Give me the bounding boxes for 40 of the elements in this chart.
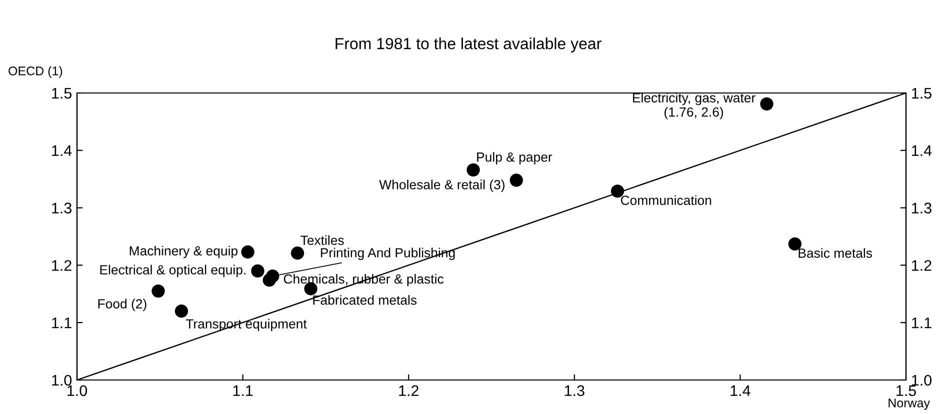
x-tick-label: 1.0	[68, 385, 88, 396]
point	[290, 246, 304, 260]
y2-tick-label: 1.0	[912, 374, 932, 386]
y-tick-label: 1.5	[52, 88, 72, 99]
x-axis-title: Norway	[888, 398, 930, 410]
annotation: Wholesale & retail (3)	[379, 180, 504, 192]
point	[174, 304, 188, 318]
annotation: Electricity, gas, water (1.76, 2.6)	[633, 92, 756, 120]
point	[262, 274, 276, 287]
annotation: Basic metals	[798, 248, 872, 258]
point	[760, 97, 774, 110]
y2-tick-label: 1.3	[912, 202, 932, 214]
point	[241, 245, 254, 259]
y2-tick-label: 1.4	[912, 145, 932, 156]
y2-tick-label: 1.1	[912, 318, 932, 328]
y-tick-label: 1.1	[52, 318, 72, 328]
point	[466, 163, 480, 177]
point	[251, 264, 264, 278]
annotation: Machinery & equip	[130, 246, 238, 258]
point	[152, 284, 165, 298]
annotation: Food (2)	[98, 298, 146, 312]
y-tick-label: 1.0	[52, 374, 72, 386]
x-tick-label: 1.1	[233, 385, 253, 396]
y2-tick-label: 1.5	[912, 88, 932, 99]
y-tick-label: 1.2	[52, 260, 72, 271]
y-tick-label: 1.4	[52, 145, 72, 156]
annotation: Communication	[620, 195, 712, 206]
y-tick-label: 1.3	[52, 202, 72, 214]
chart-title: From 1981 to the latest available year	[336, 38, 602, 52]
x-tick-label: 1.2	[399, 385, 418, 396]
annotation: Electrical & optical equip.	[100, 264, 246, 278]
annotation: Fabricated metals	[313, 295, 417, 305]
x-tick-label: 1.5	[896, 385, 916, 396]
y2-tick-label: 1.2	[912, 260, 932, 271]
annotation: Pulp & paper	[477, 152, 552, 164]
x-tick-label: 1.4	[730, 385, 750, 396]
x-tick-label: 1.3	[564, 385, 584, 396]
y-axis-title: OECD (1)	[8, 66, 62, 78]
annotation: Textiles	[300, 235, 344, 245]
point	[510, 174, 523, 187]
